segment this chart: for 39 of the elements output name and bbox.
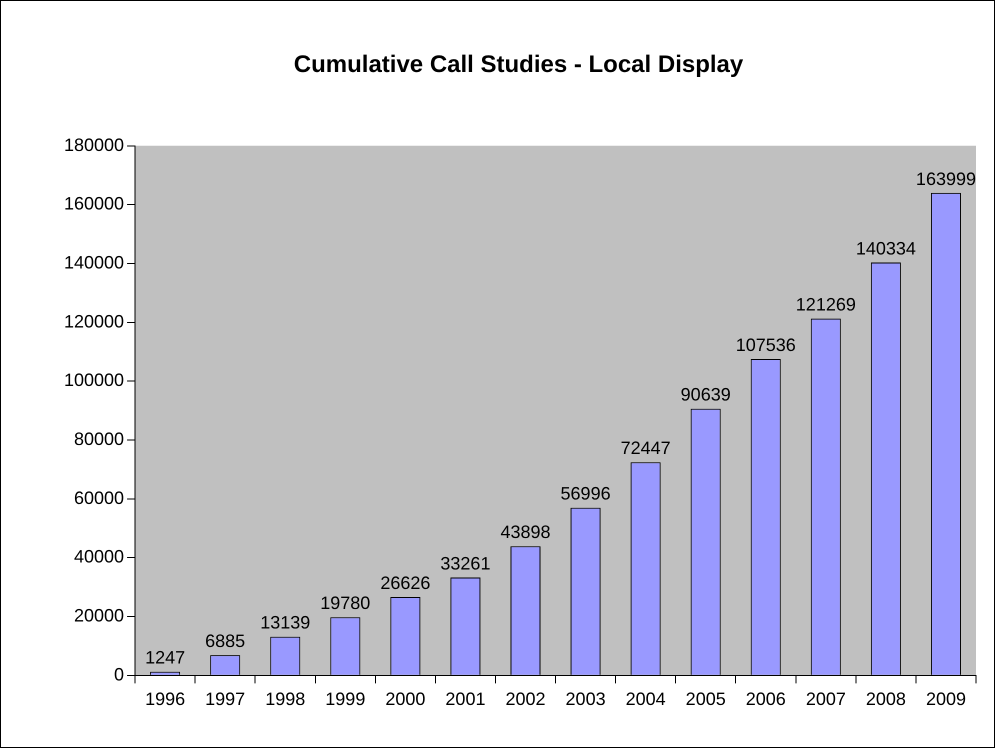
x-tick-label: 2004 bbox=[626, 689, 666, 710]
data-label: 13139 bbox=[260, 612, 310, 633]
data-label: 107536 bbox=[736, 334, 796, 355]
data-label: 121269 bbox=[796, 294, 856, 315]
chart-title: Cumulative Call Studies - Local Display bbox=[294, 51, 744, 78]
data-label: 33261 bbox=[440, 554, 490, 574]
data-label: 43898 bbox=[500, 522, 551, 542]
data-label: 6885 bbox=[205, 631, 246, 652]
x-tick-label: 2005 bbox=[686, 689, 726, 710]
x-tick-label: 1996 bbox=[145, 689, 186, 710]
x-tick-label: 1998 bbox=[265, 689, 306, 710]
x-tick-label: 1997 bbox=[205, 689, 246, 710]
data-label: 72447 bbox=[620, 438, 671, 458]
data-label: 1247 bbox=[145, 648, 186, 668]
y-tick-label: 120000 bbox=[64, 311, 124, 332]
x-tick-label: 2003 bbox=[566, 689, 606, 710]
data-label: 26626 bbox=[380, 573, 430, 594]
y-tick-label: 160000 bbox=[64, 194, 124, 214]
data-label: 19780 bbox=[320, 593, 370, 614]
x-tick-label: 2002 bbox=[505, 689, 546, 710]
y-tick-label: 100000 bbox=[64, 370, 124, 390]
y-tick-label: 40000 bbox=[74, 546, 124, 567]
data-label: 163999 bbox=[916, 168, 976, 189]
y-tick-label: 140000 bbox=[64, 252, 124, 272]
x-tick-label: 2000 bbox=[385, 689, 426, 710]
x-tick-label: 2001 bbox=[445, 689, 486, 710]
x-tick-label: 2009 bbox=[926, 689, 966, 710]
data-label: 140334 bbox=[856, 238, 916, 258]
data-label: 90639 bbox=[680, 384, 731, 405]
y-tick-label: 0 bbox=[114, 664, 124, 684]
x-tick-label: 2006 bbox=[746, 689, 786, 710]
y-tick-label: 80000 bbox=[74, 428, 124, 449]
x-tick-label: 2007 bbox=[806, 689, 846, 710]
x-tick-label: 2008 bbox=[866, 689, 906, 710]
y-tick-label: 60000 bbox=[74, 488, 124, 508]
y-tick-label: 20000 bbox=[74, 606, 124, 626]
x-tick-label: 1999 bbox=[325, 689, 366, 710]
data-label: 56996 bbox=[560, 484, 611, 504]
y-tick-label: 180000 bbox=[64, 134, 124, 155]
